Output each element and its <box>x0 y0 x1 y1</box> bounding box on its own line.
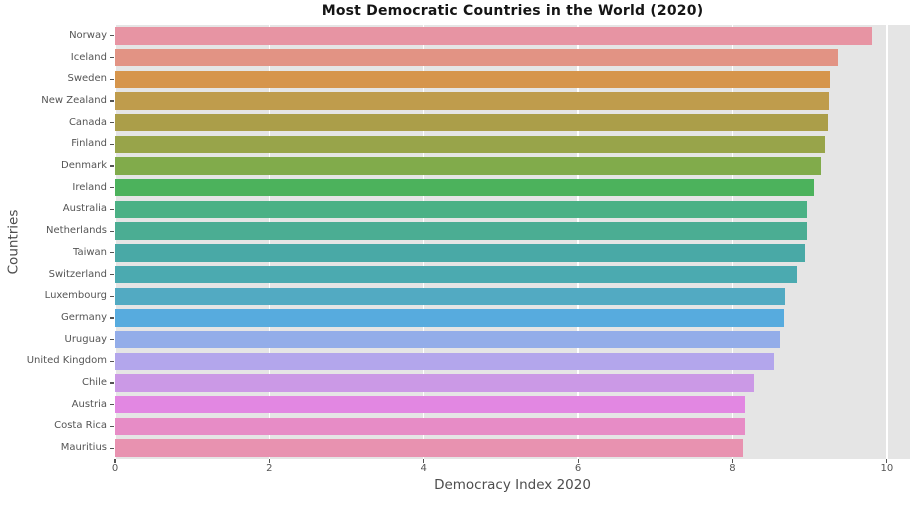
y-tick-mark <box>110 78 114 80</box>
bar-luxembourg <box>115 287 785 305</box>
bar-taiwan <box>115 244 806 262</box>
plot-area <box>114 25 910 459</box>
bar-new-zealand <box>115 92 829 110</box>
x-tick-mark-6 <box>577 459 579 463</box>
y-tick-mark <box>110 382 114 384</box>
bar-austria <box>115 396 745 414</box>
y-tick-mark <box>110 317 114 319</box>
bar-netherlands <box>115 222 807 240</box>
y-tick-mark <box>110 339 114 341</box>
y-tick-label-norway: Norway <box>69 29 107 41</box>
y-tick-mark <box>110 100 114 102</box>
x-tick-mark-10 <box>886 459 888 463</box>
x-tick-mark-2 <box>268 459 270 463</box>
bar-chile <box>115 374 755 392</box>
y-tick-mark <box>110 425 114 428</box>
y-tick-label-canada: Canada <box>68 116 107 128</box>
bar-denmark <box>115 157 822 175</box>
bar-mauritius <box>115 439 744 457</box>
x-tick-label-4: 4 <box>420 463 427 474</box>
y-tick-label-new-zealand: New Zealand <box>41 94 107 106</box>
y-tick-label-netherlands: Netherlands <box>46 225 107 237</box>
y-tick-mark <box>110 447 114 449</box>
y-tick-mark <box>110 230 114 232</box>
y-tick-mark <box>110 208 114 211</box>
bar-canada <box>115 113 829 132</box>
y-tick-label-iceland: Iceland <box>70 51 107 63</box>
y-tick-mark <box>110 165 114 167</box>
x-tick-mark-0 <box>114 459 116 463</box>
y-tick-mark <box>110 404 114 406</box>
y-tick-label-finland: Finland <box>71 138 107 150</box>
y-tick-label-ireland: Ireland <box>72 181 107 193</box>
bar-australia <box>115 200 807 219</box>
x-tick-label-10: 10 <box>880 463 894 474</box>
y-tick-label-taiwan: Taiwan <box>72 246 107 258</box>
x-axis-label: Democracy Index 2020 <box>434 477 591 493</box>
y-tick-label-mauritius: Mauritius <box>60 442 107 454</box>
bar-norway <box>115 27 873 45</box>
y-tick-mark <box>110 360 114 362</box>
y-tick-mark <box>110 295 114 297</box>
grid-line-x10 <box>886 25 888 459</box>
bar-germany <box>115 309 785 327</box>
y-tick-mark <box>110 143 114 145</box>
y-tick-labels: Norway Iceland Sweden New Zealand Canada Finl… <box>0 25 107 459</box>
y-tick-label-switzerland: Switzerland <box>48 268 107 280</box>
bar-finland <box>115 135 826 154</box>
grid-line-x2 <box>268 25 271 459</box>
bar-switzerland <box>115 265 797 284</box>
y-tick-label-australia: Australia <box>62 203 107 215</box>
y-tick-mark <box>110 252 114 254</box>
chart-title: Most Democratic Countries in the World (… <box>321 3 704 19</box>
y-tick-label-costa-rica: Costa Rica <box>54 420 107 432</box>
bar-costa-rica <box>115 417 745 436</box>
x-tick-label-0: 0 <box>111 463 119 474</box>
x-tick-mark-4 <box>423 459 425 463</box>
y-tick-label-sweden: Sweden <box>67 73 107 85</box>
y-tick-mark <box>110 122 114 124</box>
y-tick-mark <box>110 56 114 59</box>
bar-iceland <box>115 48 839 67</box>
y-tick-mark <box>110 273 114 276</box>
y-tick-label-austria: Austria <box>71 398 107 410</box>
y-tick-mark <box>110 35 114 37</box>
bar-united-kingdom <box>115 352 775 371</box>
bar-ireland <box>115 179 814 197</box>
x-tick-mark-8 <box>731 459 734 463</box>
y-tick-mark <box>110 187 114 189</box>
y-tick-label-united-kingdom: United Kingdom <box>26 355 107 367</box>
grid-line-x8 <box>731 25 734 459</box>
grid-line-x6 <box>577 25 579 459</box>
x-tick-label-2: 2 <box>266 463 273 474</box>
bar-sweden <box>115 70 830 88</box>
y-tick-label-chile: Chile <box>81 377 107 389</box>
bar-uruguay <box>115 330 780 349</box>
y-tick-label-denmark: Denmark <box>61 160 107 172</box>
x-tick-label-6: 6 <box>574 463 582 474</box>
y-tick-label-germany: Germany <box>61 311 107 323</box>
grid-line-x0 <box>114 25 116 459</box>
x-tick-label-8: 8 <box>729 463 736 474</box>
y-tick-label-uruguay: Uruguay <box>64 333 108 345</box>
y-tick-label-luxembourg: Luxembourg <box>44 290 107 302</box>
grid-line-x4 <box>422 25 425 459</box>
